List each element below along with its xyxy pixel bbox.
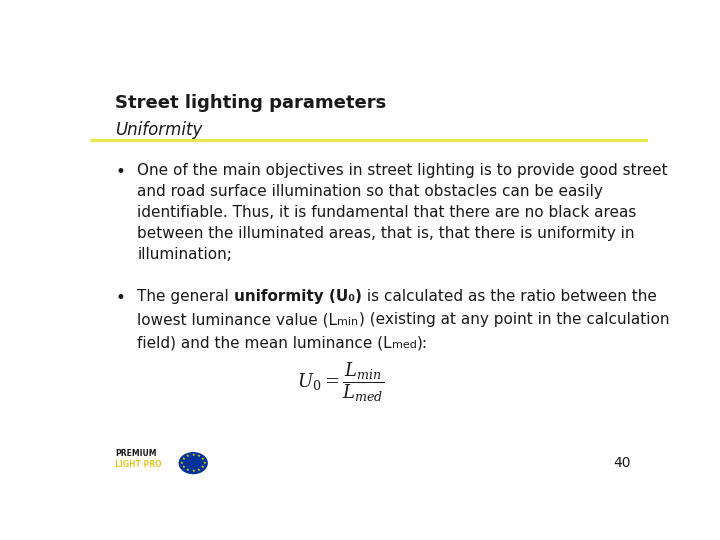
Text: Uniformity: Uniformity xyxy=(115,121,202,139)
Circle shape xyxy=(179,453,207,474)
Text: •: • xyxy=(115,289,125,307)
Text: ★: ★ xyxy=(201,457,204,461)
Text: ★: ★ xyxy=(192,469,195,474)
Text: The general: The general xyxy=(138,289,234,305)
Text: ★: ★ xyxy=(197,468,201,472)
Text: ★: ★ xyxy=(201,465,204,469)
Text: min: min xyxy=(338,317,359,327)
Text: lowest luminance value (L: lowest luminance value (L xyxy=(138,312,338,327)
Text: 40: 40 xyxy=(613,456,631,470)
Text: ★: ★ xyxy=(186,454,189,458)
Text: ★: ★ xyxy=(181,465,186,469)
Text: Street lighting parameters: Street lighting parameters xyxy=(115,94,387,112)
Text: uniformity (U₀): uniformity (U₀) xyxy=(234,289,362,305)
Text: ★: ★ xyxy=(180,461,184,465)
Text: ★: ★ xyxy=(186,468,189,472)
Text: is calculated as the ratio between the: is calculated as the ratio between the xyxy=(362,289,657,305)
Text: ):: ): xyxy=(417,335,428,350)
Text: ★: ★ xyxy=(181,457,186,461)
Text: One of the main objectives in street lighting is to provide good street
and road: One of the main objectives in street lig… xyxy=(138,163,668,261)
Text: ★: ★ xyxy=(197,454,201,458)
Text: field) and the mean luminance (L: field) and the mean luminance (L xyxy=(138,335,392,350)
Text: PREMIUM: PREMIUM xyxy=(115,449,157,458)
Text: ★: ★ xyxy=(192,453,195,457)
Text: med: med xyxy=(392,340,417,350)
Text: ★: ★ xyxy=(202,461,206,465)
Text: LIGHT PRO: LIGHT PRO xyxy=(115,461,162,469)
Text: $U_0 = \dfrac{L_{min}}{L_{med}}$: $U_0 = \dfrac{L_{min}}{L_{med}}$ xyxy=(297,360,385,404)
Text: ) (existing at any point in the calculation: ) (existing at any point in the calculat… xyxy=(359,312,669,327)
Text: •: • xyxy=(115,163,125,180)
